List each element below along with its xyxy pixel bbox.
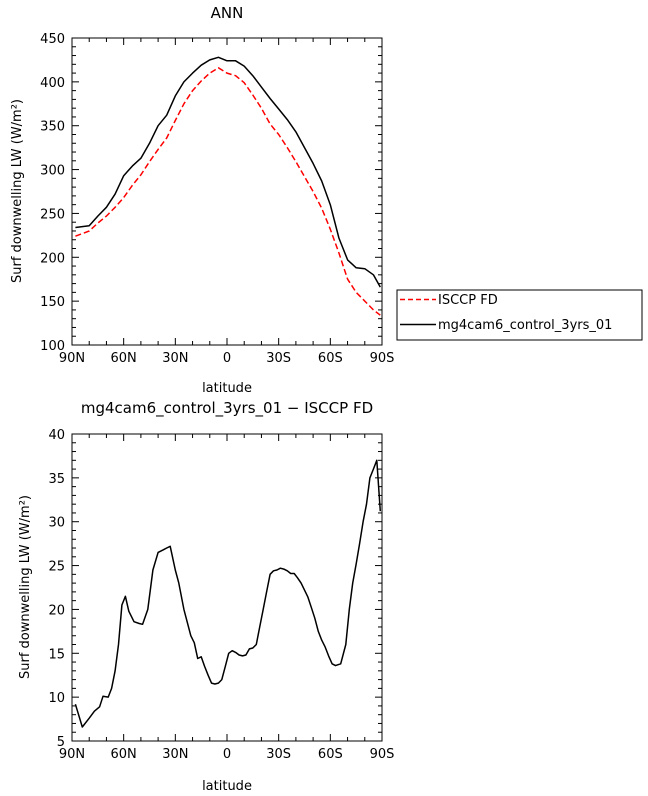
y-tick-label: 35 xyxy=(48,472,65,487)
y-tick-label: 25 xyxy=(48,560,65,575)
y-tick-label: 5 xyxy=(57,735,65,750)
top-panel-axes: 90N 60N 30N 0 30S 60S 90S 100 150 200 250 300 350 400… xyxy=(40,32,394,366)
y-tick-label: 10 xyxy=(48,691,65,706)
legend-label-mg4cam6: mg4cam6_control_3yrs_01 xyxy=(438,318,612,333)
plot-frame xyxy=(71,37,383,346)
x-tick-label: 30S xyxy=(266,747,291,762)
x-tick-label: 90S xyxy=(370,351,395,366)
bottom-panel-y-axis-label: Surf downwelling LW (W/m²) xyxy=(18,495,33,679)
y-tick-label: 200 xyxy=(40,251,65,266)
bottom-panel-axes: 90N 60N 30N 0 30S 60S 90S 5 10 15 20 25 30 35 40 xyxy=(48,428,394,762)
top-panel-series xyxy=(75,56,381,316)
y-tick-label: 300 xyxy=(40,164,65,179)
series-line-isccp-fd xyxy=(75,67,381,316)
series-line-difference xyxy=(74,459,382,728)
bottom-panel: mg4cam6_control_3yrs_01 − ISCCP FD 90N 60… xyxy=(18,399,394,794)
x-tick-label: 30S xyxy=(266,351,291,366)
y-tick-label: 15 xyxy=(48,647,65,662)
x-tick-label: 60N xyxy=(111,351,137,366)
legend-label-isccp-fd: ISCCP FD xyxy=(438,293,498,308)
x-tick-label: 90N xyxy=(59,747,85,762)
y-tick-label: 350 xyxy=(40,120,65,135)
top-panel-y-axis-label: Surf downwelling LW (W/m²) xyxy=(10,99,25,283)
x-tick-label: 90N xyxy=(59,351,85,366)
y-tick-label: 40 xyxy=(48,428,65,443)
bottom-panel-x-axis-label: latitude xyxy=(202,779,252,794)
x-tick-label: 60S xyxy=(318,351,343,366)
top-panel: ANN 90N 60N 30N 0 30S 60S 90S 100 150 200 250 300 35… xyxy=(10,4,394,396)
top-panel-title: ANN xyxy=(211,4,244,22)
bottom-panel-title: mg4cam6_control_3yrs_01 − ISCCP FD xyxy=(81,399,373,418)
x-tick-label: 0 xyxy=(223,351,231,366)
y-tick-label: 20 xyxy=(48,603,65,618)
x-tick-label: 60S xyxy=(318,747,343,762)
legend-box xyxy=(396,289,643,341)
bottom-panel-series xyxy=(74,459,382,728)
y-tick-label: 250 xyxy=(40,207,65,222)
top-panel-x-axis-label: latitude xyxy=(202,381,252,396)
y-tick-label: 100 xyxy=(40,339,65,354)
legend: ISCCP FD mg4cam6_control_3yrs_01 xyxy=(396,289,643,341)
x-tick-label: 90S xyxy=(370,747,395,762)
y-tick-label: 150 xyxy=(40,295,65,310)
series-line-mg4cam6-control-3yrs-01 xyxy=(75,56,381,288)
x-tick-label: 30N xyxy=(162,351,188,366)
y-tick-label: 30 xyxy=(48,516,65,531)
x-tick-label: 0 xyxy=(223,747,231,762)
y-tick-label: 400 xyxy=(40,76,65,91)
x-tick-label: 60N xyxy=(111,747,137,762)
x-tick-label: 30N xyxy=(162,747,188,762)
plot-frame xyxy=(71,433,383,742)
y-tick-label: 450 xyxy=(40,32,65,47)
